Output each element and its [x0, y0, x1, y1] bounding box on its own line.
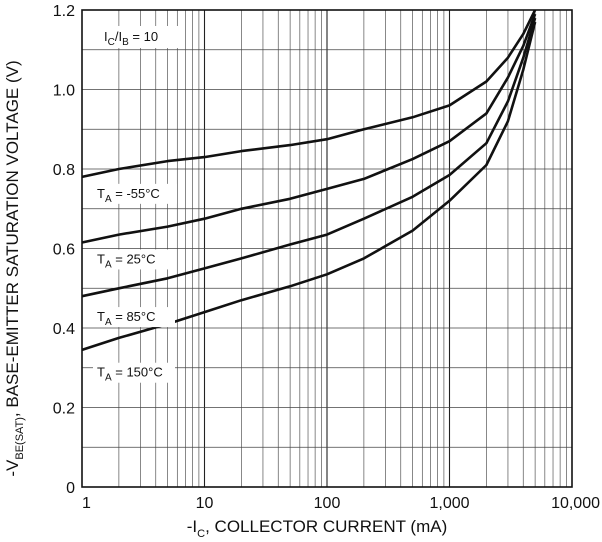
- condition-label-bg: [98, 26, 184, 48]
- series-labels: TA = -55°C TA = 25°C TA = 85°C TA = 150°C: [93, 183, 177, 384]
- y-tick-label: 0.4: [53, 321, 75, 338]
- series-line-1: [81, 9, 537, 179]
- x-tick-label: 1: [82, 495, 91, 512]
- series-label-3: TA = 85°C: [93, 307, 175, 328]
- plot-frame: [81, 9, 573, 488]
- x-tick-label: 1,000: [429, 495, 469, 512]
- y-tick-labels: 0 0.2 0.4 0.6 0.8 1.0 1.2: [53, 3, 75, 497]
- x-tick-label: 10,000: [551, 495, 600, 512]
- condition-label: IC/IB = 10: [98, 26, 184, 48]
- series-label-bg: [93, 362, 175, 383]
- y-axis-title: -VBE(SAT), BASE-EMITTER SATURATION VOLTA…: [3, 60, 26, 476]
- series-label-bg: [93, 183, 177, 204]
- y-tick-label: 1.0: [53, 83, 75, 100]
- y-tick-label: 0.6: [53, 242, 75, 259]
- y-tick-label: 0.2: [53, 401, 75, 418]
- series-label-bg: [93, 307, 175, 328]
- series-label-4: TA = 150°C: [93, 362, 175, 384]
- series-line-2: [81, 13, 537, 244]
- y-tick-label: 0: [66, 480, 75, 497]
- x-axis-title: -IC, COLLECTOR CURRENT (mA): [187, 517, 447, 540]
- series-label-1: TA = -55°C: [93, 183, 177, 205]
- x-tick-labels: 1 10 100 1,000 10,000: [82, 495, 600, 512]
- condition-label-text: IC/IB = 10: [104, 29, 158, 48]
- y-tick-label: 0.8: [53, 162, 75, 179]
- series-label-bg: [93, 249, 175, 270]
- x-tick-label: 10: [196, 495, 214, 512]
- series-label-text: TA = 85°C: [97, 309, 156, 328]
- series-label-2: TA = 25°C: [93, 249, 175, 270]
- grid: [82, 10, 572, 487]
- series-label-text: TA = 25°C: [97, 251, 156, 270]
- series-label-text: TA = -55°C: [97, 186, 160, 205]
- y-tick-label: 1.2: [53, 3, 75, 20]
- curves: [81, 9, 537, 352]
- x-tick-label: 100: [314, 495, 341, 512]
- series-label-text: TA = 150°C: [97, 365, 163, 384]
- series-line-3: [81, 17, 537, 298]
